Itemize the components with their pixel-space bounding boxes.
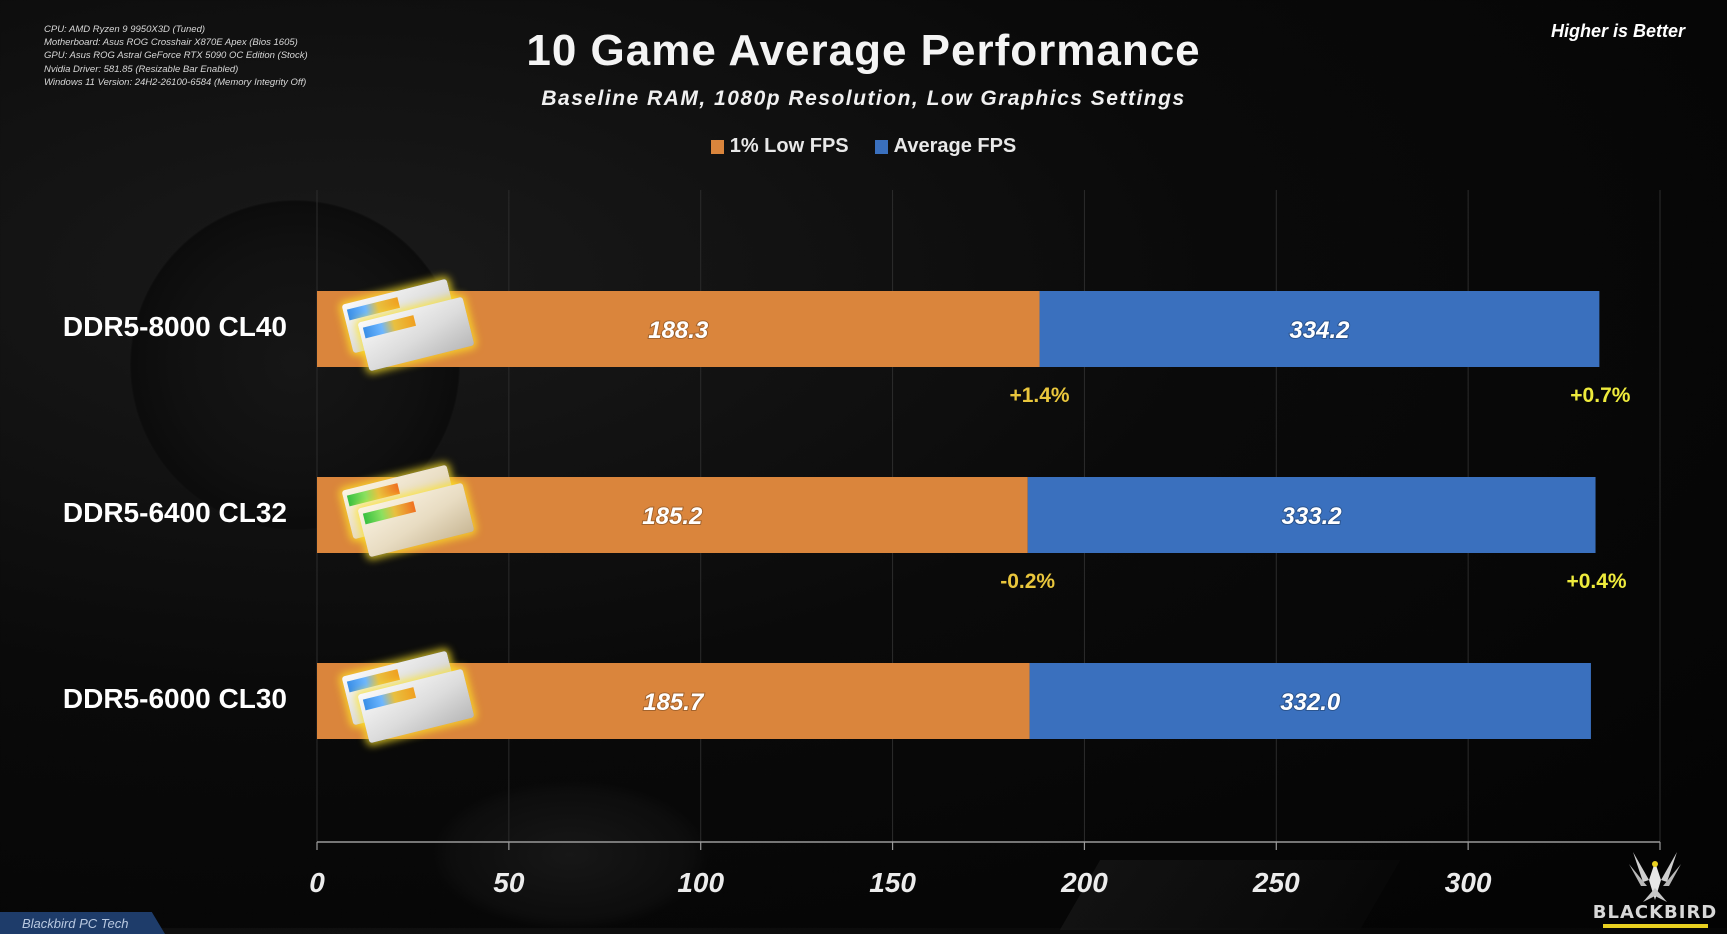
legend-label-avg: Average FPS	[893, 135, 1017, 157]
x-tick-label: 100	[677, 867, 724, 898]
ram-rgb-strip	[362, 501, 417, 525]
spec-driver: Nvidia Driver: 581.85 (Resizable Bar Ena…	[44, 63, 239, 75]
x-tick-label: 200	[1060, 867, 1108, 898]
logo-underline	[1602, 924, 1708, 928]
bar-value-label-avg: 334.2	[1289, 317, 1350, 344]
test-system-specs: CPU: AMD Ryzen 9 9950X3D (Tuned) Motherb…	[44, 23, 308, 89]
bar-average-fps	[1027, 477, 1596, 553]
logo-text: BLACKBIRD	[1592, 902, 1718, 923]
bar-value-label-low: 185.2	[642, 503, 703, 530]
chart-title: 10 Game Average Performance	[526, 26, 1201, 75]
x-tick-label: 150	[869, 867, 916, 898]
bar-value-label-low: 188.3	[648, 317, 709, 344]
delta-label-avg: +0.7%	[1570, 384, 1630, 407]
delta-label-avg: +0.4%	[1566, 570, 1626, 593]
legend-swatch-low	[710, 139, 724, 154]
x-tick-label: 50	[493, 867, 525, 898]
higher-is-better-note: Higher is Better	[1550, 21, 1685, 41]
ram-rgb-strip	[362, 315, 417, 339]
legend-item-avg: Average FPS	[874, 135, 1017, 158]
blackbird-bird-icon	[1629, 852, 1681, 902]
legend-swatch-avg	[874, 139, 888, 154]
legend-item-low: 1% Low FPS	[710, 135, 849, 158]
category-label: DDR5-6400 CL32	[62, 497, 287, 528]
spec-gpu: GPU: Asus ROG Astral GeForce RTX 5090 OC…	[44, 50, 308, 62]
chart-legend: 1% Low FPS Average FPS	[0, 135, 1727, 158]
channel-badge-text: Blackbird PC Tech	[22, 916, 129, 931]
spec-motherboard: Motherboard: Asus ROG Crosshair X870E Ap…	[44, 37, 298, 49]
blackbird-logo: BLACKBIRD	[1590, 850, 1720, 928]
ram-kit-image	[340, 278, 480, 372]
category-label: DDR5-6000 CL30	[62, 683, 287, 714]
bar-value-label-avg: 333.2	[1282, 503, 1343, 530]
delta-label-low: -0.2%	[1000, 570, 1055, 593]
bar-average-fps	[1039, 291, 1600, 367]
x-axis: 0 50 100 150 200 250 300	[309, 841, 1661, 898]
legend-label-low: 1% Low FPS	[729, 135, 849, 157]
spec-cpu: CPU: AMD Ryzen 9 9950X3D (Tuned)	[44, 24, 206, 35]
ram-kit-image	[340, 650, 480, 744]
ram-rgb-strip	[362, 687, 417, 711]
bar-average-fps	[1029, 663, 1591, 739]
delta-label-low: +1.4%	[1009, 384, 1069, 407]
x-tick-label: 0	[309, 867, 325, 898]
category-label: DDR5-8000 CL40	[62, 311, 287, 342]
bar-value-label-avg: 332.0	[1280, 689, 1341, 716]
x-tick-label: 250	[1252, 867, 1300, 898]
x-tick-label: 300	[1445, 867, 1492, 898]
chart-subtitle: Baseline RAM, 1080p Resolution, Low Grap…	[541, 87, 1186, 110]
spec-windows: Windows 11 Version: 24H2-26100-6584 (Mem…	[44, 76, 307, 88]
bars: 188.3 334.2 +1.4% +0.7% 185.2 333.2 -0.2% +0.4%…	[317, 291, 1631, 739]
bar-value-label-low: 185.7	[643, 689, 705, 716]
channel-badge: Blackbird PC Tech	[0, 912, 165, 934]
ram-kit-image	[340, 464, 480, 558]
